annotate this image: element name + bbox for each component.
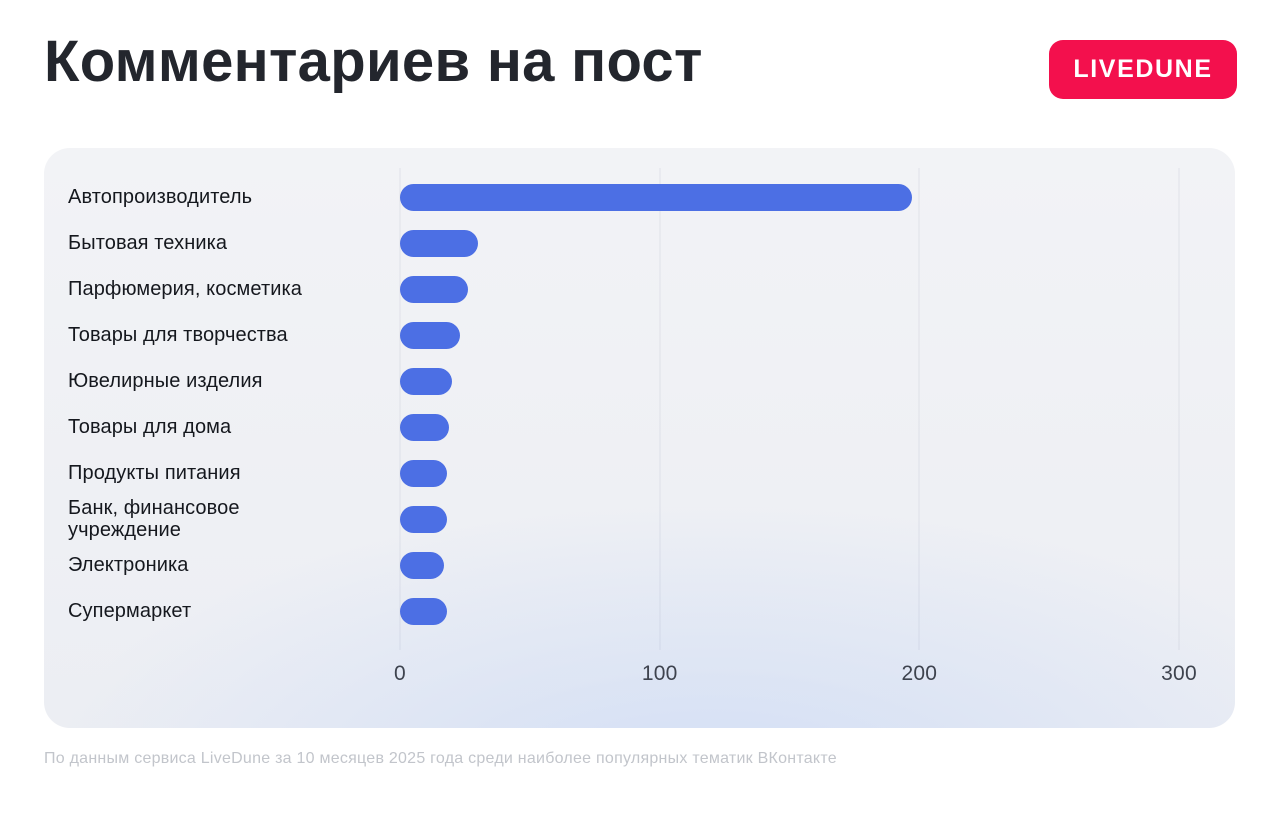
bar <box>400 321 460 349</box>
category-label: Супермаркет <box>68 600 400 622</box>
category-label-text: Автопроизводитель <box>68 185 253 208</box>
x-tick-label: 0 <box>394 662 406 685</box>
category-label: Ювелирные изделия <box>68 370 400 392</box>
category-label-text: Товары для творчества <box>68 323 288 346</box>
category-label: Товары для дома <box>68 416 400 438</box>
bar-track <box>400 505 1179 533</box>
category-label: Банк, финансовое учреждение <box>68 497 400 542</box>
chart-row: Автопроизводитель <box>68 174 1235 220</box>
x-tick-label: 300 <box>1161 662 1197 685</box>
chart-row: Парфюмерия, косметика <box>68 266 1235 312</box>
bar <box>400 367 452 395</box>
category-label: Парфюмерия, косметика <box>68 278 400 300</box>
bar-track <box>400 459 1179 487</box>
bar-track <box>400 183 1179 211</box>
livedune-logo: LIVEDUNE <box>1049 40 1237 99</box>
chart-row: Электроника <box>68 542 1235 588</box>
chart-row: Продукты питания <box>68 450 1235 496</box>
category-label-text: Банк, финансовое учреждение <box>68 496 240 541</box>
bar <box>400 229 478 257</box>
category-label-text: Ювелирные изделия <box>68 369 263 392</box>
footer-note: По данным сервиса LiveDune за 10 месяцев… <box>44 750 837 767</box>
bar-track <box>400 413 1179 441</box>
chart-row: Товары для дома <box>68 404 1235 450</box>
bar-track <box>400 321 1179 349</box>
page-title: Комментариев на пост <box>44 29 703 94</box>
category-label: Бытовая техника <box>68 232 400 254</box>
chart-row: Ювелирные изделия <box>68 358 1235 404</box>
x-tick-label: 200 <box>901 662 938 685</box>
chart-card: Автопроизводитель Бытовая техника Парфюмер… <box>44 148 1235 728</box>
bar <box>400 551 445 579</box>
bar-track <box>400 597 1179 625</box>
x-tick-label: 100 <box>641 662 678 685</box>
bar-track <box>400 551 1179 579</box>
bar <box>400 505 447 533</box>
bar <box>400 183 912 211</box>
category-label-text: Парфюмерия, косметика <box>68 277 303 300</box>
bar-track <box>400 275 1179 303</box>
x-axis: 0 100 200 300 <box>394 662 1197 694</box>
chart-row: Бытовая техника <box>68 220 1235 266</box>
chart-row: Товары для творчества <box>68 312 1235 358</box>
category-label-text: Продукты питания <box>68 461 241 484</box>
category-label-text: Электроника <box>68 553 189 576</box>
category-label-text: Бытовая техника <box>68 231 228 254</box>
bar-track <box>400 229 1179 257</box>
category-label-text: Товары для дома <box>68 415 232 438</box>
category-label: Товары для творчества <box>68 324 400 346</box>
chart-row: Супермаркет <box>68 588 1235 634</box>
bar <box>400 275 468 303</box>
category-label-text: Супермаркет <box>68 599 192 622</box>
chart-rows: Автопроизводитель Бытовая техника Парфюмер… <box>68 174 1235 634</box>
bar <box>400 413 450 441</box>
category-label: Электроника <box>68 554 400 576</box>
category-label: Продукты питания <box>68 462 400 484</box>
bar <box>400 459 447 487</box>
bar <box>400 597 447 625</box>
chart-row: Банк, финансовое учреждение <box>68 496 1235 542</box>
livedune-logo-label: LIVEDUNE <box>1073 55 1213 83</box>
category-label: Автопроизводитель <box>68 186 400 208</box>
bar-track <box>400 367 1179 395</box>
